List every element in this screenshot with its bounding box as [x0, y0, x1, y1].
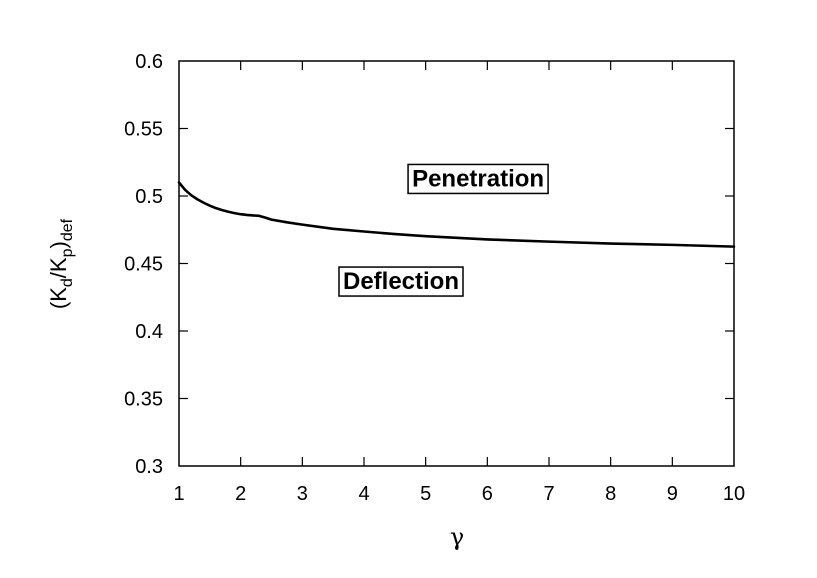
y-label-sub-p: p: [59, 248, 76, 257]
region-label-box: [338, 266, 464, 297]
region-label-text: Penetration: [412, 165, 544, 192]
x-tick-label: 5: [420, 483, 431, 505]
x-axis-label: γ: [450, 523, 464, 551]
y-tick-label: 0.45: [124, 254, 163, 276]
x-tick-label: 4: [358, 483, 369, 505]
series-layer: [177, 181, 736, 248]
y-label-open: (K: [46, 287, 71, 309]
x-tick-label: 1: [173, 483, 184, 505]
x-tick-label: 8: [605, 483, 616, 505]
plot-frame: [178, 60, 735, 467]
y-ticks: 0.3 0.35 0.4 0.45 0.5 0.55 0.6: [124, 51, 734, 478]
y-label-sub-d: d: [59, 278, 76, 287]
x-tick-label: 10: [723, 483, 745, 505]
y-axis-label: (Kd/Kp)def: [46, 218, 76, 309]
y-tick-label: 0.35: [124, 389, 163, 411]
y-label-close: ): [46, 241, 71, 248]
x-tick-label: 6: [482, 483, 493, 505]
region-label-text: Deflection: [343, 268, 459, 295]
svg-text:(Kd/Kp)def: (Kd/Kp)def: [46, 218, 76, 309]
series-line: [177, 181, 736, 248]
y-tick-label: 0.5: [135, 186, 163, 208]
y-label-mid: /K: [46, 257, 71, 278]
y-tick-label: 0.6: [135, 51, 163, 73]
region-label-deflection: Deflection: [338, 266, 464, 297]
y-tick-label: 0.3: [135, 456, 163, 478]
y-label-sub-def: def: [59, 218, 76, 241]
x-ticks: 1 2 3 4 5 6 7 8 9 10: [173, 61, 745, 505]
region-label-box: [407, 163, 549, 195]
x-tick-label: 2: [235, 483, 246, 505]
y-tick-label: 0.4: [135, 321, 163, 343]
x-tick-label: 7: [543, 483, 554, 505]
region-label-penetration: Penetration: [407, 163, 549, 195]
annotation-layer: Penetration Deflection: [338, 163, 549, 297]
plot-border: [178, 60, 735, 467]
x-tick-label: 9: [667, 483, 678, 505]
y-tick-label: 0.55: [124, 119, 163, 141]
x-tick-label: 3: [297, 483, 308, 505]
